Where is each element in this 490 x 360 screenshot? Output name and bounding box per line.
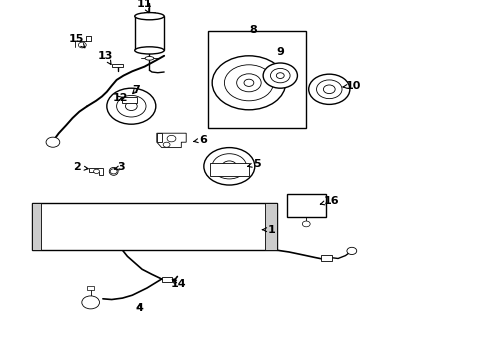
Text: 2: 2	[74, 162, 88, 172]
Bar	[122, 97, 137, 103]
Bar	[112, 64, 123, 67]
Circle shape	[212, 56, 286, 110]
Ellipse shape	[135, 47, 164, 54]
Circle shape	[46, 137, 60, 147]
Circle shape	[224, 65, 273, 101]
Ellipse shape	[109, 167, 118, 175]
Text: 15: 15	[68, 34, 85, 48]
Circle shape	[237, 74, 261, 92]
Circle shape	[204, 148, 255, 185]
Bar	[144, 12, 155, 16]
Circle shape	[222, 161, 237, 172]
Text: 11: 11	[137, 0, 152, 13]
Text: 12: 12	[112, 93, 128, 103]
Text: 16: 16	[320, 196, 339, 206]
Circle shape	[167, 135, 176, 142]
Bar	[321, 255, 332, 261]
Text: 1: 1	[262, 225, 276, 235]
Text: 5: 5	[247, 159, 261, 169]
Bar	[162, 277, 172, 282]
Circle shape	[125, 102, 137, 111]
Bar	[157, 133, 162, 142]
Circle shape	[110, 169, 117, 174]
Circle shape	[163, 142, 170, 147]
Bar	[87, 286, 94, 290]
Text: 13: 13	[98, 51, 113, 64]
Circle shape	[276, 73, 284, 78]
Bar	[210, 163, 249, 176]
Bar	[265, 203, 277, 250]
Bar	[32, 203, 277, 250]
Bar	[32, 203, 41, 250]
Circle shape	[347, 247, 357, 255]
Circle shape	[244, 79, 254, 86]
Text: 14: 14	[171, 279, 187, 289]
Text: 7: 7	[132, 85, 140, 95]
Circle shape	[309, 74, 350, 104]
Text: 3: 3	[115, 162, 125, 172]
Circle shape	[270, 68, 290, 83]
Ellipse shape	[135, 13, 164, 20]
Circle shape	[94, 169, 99, 174]
Circle shape	[317, 80, 342, 99]
Polygon shape	[89, 168, 103, 175]
Circle shape	[302, 221, 310, 227]
Circle shape	[263, 63, 297, 88]
Circle shape	[107, 88, 156, 124]
Bar	[208, 31, 306, 128]
Circle shape	[82, 296, 99, 309]
Text: 8: 8	[249, 24, 257, 35]
Bar	[287, 194, 326, 217]
Text: 4: 4	[136, 303, 144, 313]
Bar	[135, 16, 164, 50]
Text: 10: 10	[343, 81, 362, 91]
Circle shape	[212, 154, 246, 179]
Text: 6: 6	[194, 135, 207, 145]
Polygon shape	[157, 133, 186, 148]
Ellipse shape	[145, 57, 154, 60]
Text: 9: 9	[276, 47, 284, 57]
Circle shape	[117, 95, 146, 117]
Circle shape	[323, 85, 335, 94]
